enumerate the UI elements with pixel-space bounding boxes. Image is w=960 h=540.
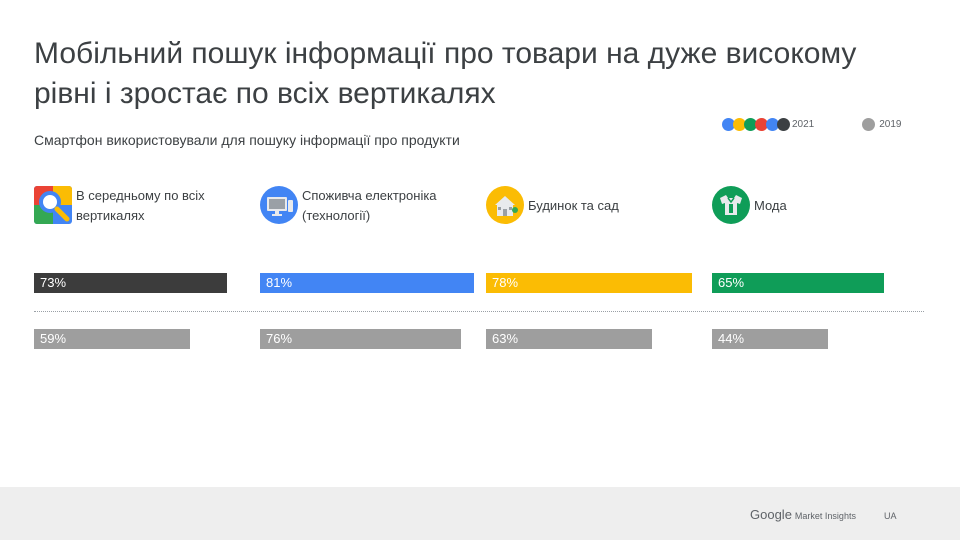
footer: Google Market Insights UA xyxy=(0,487,960,540)
monitor-icon xyxy=(260,186,298,224)
category-label-line-2: (технології) xyxy=(302,208,371,223)
legend-dot-2019 xyxy=(862,117,876,131)
category-electronics: Споживча електроніка (технології) xyxy=(260,186,437,226)
category-fashion: Мода xyxy=(712,186,787,224)
house-icon xyxy=(486,186,524,224)
bar-value-label: 44% xyxy=(718,331,745,346)
legend-dot-2021-6 xyxy=(777,117,790,131)
bar-2021-2: 81% xyxy=(260,273,474,293)
search-icon xyxy=(34,186,72,224)
google-market-insights-logo: Google Market Insights xyxy=(750,507,856,522)
legend-label-2021: 2021 xyxy=(792,118,815,130)
brand-google: Google xyxy=(750,507,792,522)
bar-2021-3: 78% xyxy=(486,273,692,293)
category-label-line-1: В середньому по всіх xyxy=(76,188,205,203)
category-home-garden: Будинок та сад xyxy=(486,186,619,224)
bar-value-label: 65% xyxy=(718,275,745,290)
chart-legend: 2021 2019 xyxy=(722,116,902,132)
clothing-icon xyxy=(712,186,750,224)
bar-2021-4: 65% xyxy=(712,273,884,293)
page-title-line-2: рівні і зростає по всіх вертикалях xyxy=(34,77,496,110)
bar-2019-4: 44% xyxy=(712,329,828,349)
page-title: Мобільний пошук інформації про товари на… xyxy=(34,34,934,114)
bar-value-label: 59% xyxy=(40,331,67,346)
bar-2021-1: 73% xyxy=(34,273,227,293)
legend-dot-2021-4 xyxy=(755,117,768,131)
bar-value-label: 76% xyxy=(266,331,293,346)
bar-2019-3: 63% xyxy=(486,329,652,349)
legend-dot-2021-2 xyxy=(733,117,746,131)
brand-market-insights: Market Insights xyxy=(794,511,856,521)
category-label-line-2: вертикалях xyxy=(76,208,145,223)
bar-2019-2: 76% xyxy=(260,329,461,349)
category-label-line-1: Будинок та сад xyxy=(528,198,619,213)
category-label-line-1: Мода xyxy=(754,198,787,213)
page-title-line-1: Мобільний пошук інформації про товари на… xyxy=(34,37,857,70)
legend-label-2019: 2019 xyxy=(879,118,902,130)
legend-dot-2021-5 xyxy=(766,117,779,131)
bar-value-label: 73% xyxy=(40,275,67,290)
category-label-line-1: Споживча електроніка xyxy=(302,188,437,203)
page-subtitle: Смартфон використовували для пошуку інфо… xyxy=(34,132,460,148)
region-label: UA xyxy=(884,511,897,521)
bar-value-label: 63% xyxy=(492,331,519,346)
bar-value-label: 78% xyxy=(492,275,519,290)
legend-dot-2021-1 xyxy=(722,117,735,131)
bar-2019-1: 59% xyxy=(34,329,190,349)
bar-value-label: 81% xyxy=(266,275,293,290)
category-average: В середньому по всіх вертикалях xyxy=(34,186,205,226)
legend-dots-2021 xyxy=(722,117,790,131)
series-divider xyxy=(34,311,924,312)
legend-dot-2021-3 xyxy=(744,117,757,131)
